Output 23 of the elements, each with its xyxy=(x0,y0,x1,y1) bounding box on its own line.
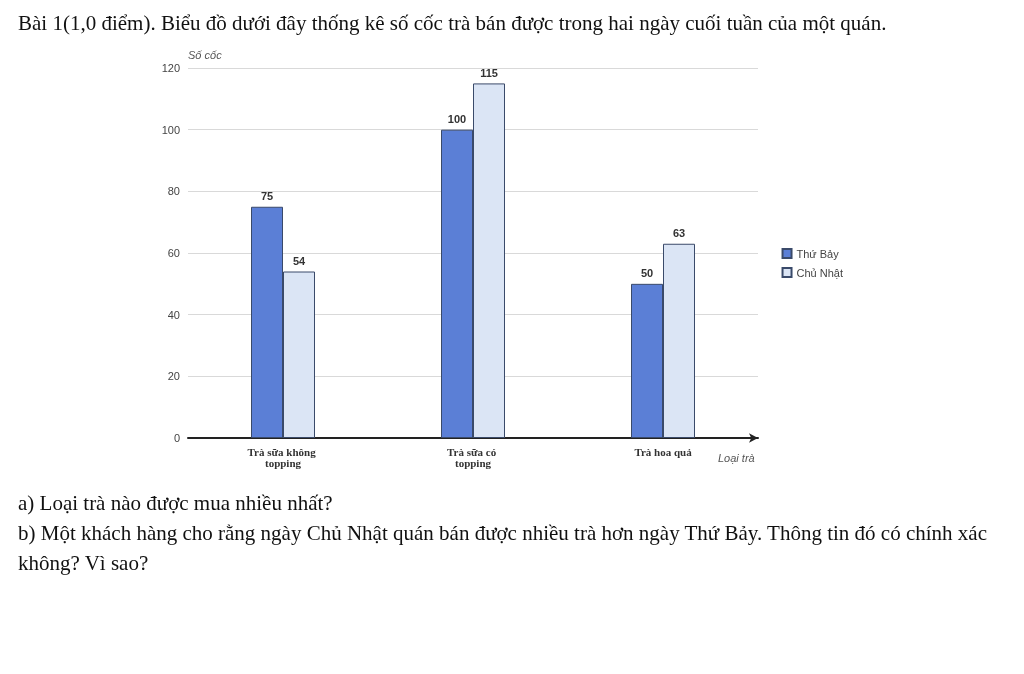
y-tick-label: 100 xyxy=(161,123,180,136)
data-label: 50 xyxy=(640,267,654,280)
x-tick-label: Trà sữa có topping xyxy=(447,445,499,469)
data-label: 75 xyxy=(260,190,274,203)
y-tick-label: 120 xyxy=(161,62,180,74)
data-label: 100 xyxy=(447,113,467,126)
chart-title: Bài 1(1,0 điểm). Biểu đồ dưới đây thống kê số cốc trà bán được trong hai ngày cuối tuần của một quán. xyxy=(18,10,888,37)
legend-label: Chủ Nhật xyxy=(796,266,844,279)
text: b) Một khách hàng cho rằng ngày Chủ Nhật quán bán được nhiều trà hơn ngày Thứ Bảy. Thông tin đó có chính xác không? Vì sao? xyxy=(18,520,988,577)
y-tick-label: 40 xyxy=(167,308,180,321)
data-label: 54 xyxy=(292,255,306,267)
y-tick-label: 80 xyxy=(167,185,180,198)
x-tick-label: Trà hoa quả xyxy=(634,445,693,458)
y-tick-label: 20 xyxy=(167,370,180,383)
y-tick-label: 0 xyxy=(173,432,180,444)
data-label: 115 xyxy=(480,66,498,79)
data-label: 63 xyxy=(672,227,686,240)
legend-label: Thứ Bảy xyxy=(796,247,840,260)
y-axis-title: Số cốc xyxy=(188,48,223,61)
x-tick-label: Trà sữa không topping xyxy=(247,445,319,469)
x-axis-title: Loại trà xyxy=(718,451,755,464)
text: a) Loại trà nào được mua nhiều nhất? xyxy=(18,490,334,517)
y-tick-label: 60 xyxy=(167,247,180,259)
